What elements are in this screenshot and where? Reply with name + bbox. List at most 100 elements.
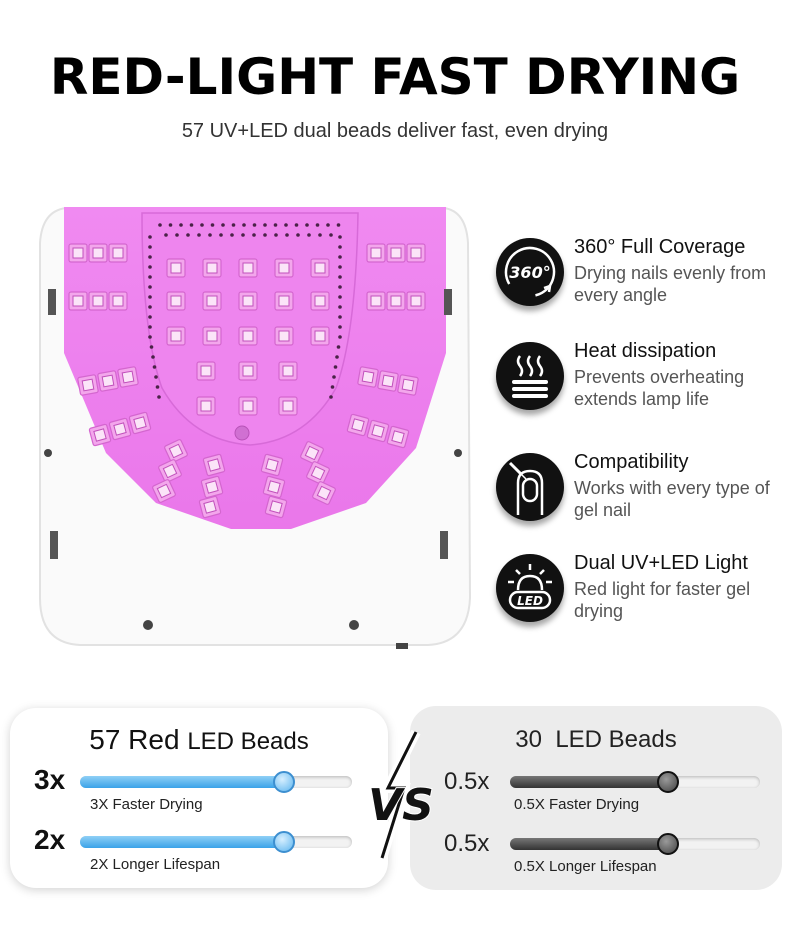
led-light-icon: LED	[496, 554, 564, 622]
led-bead	[158, 459, 182, 483]
led-bead	[152, 479, 176, 503]
vent-dot	[332, 375, 336, 379]
led-label: LED	[517, 594, 543, 608]
vent-dot	[148, 325, 152, 329]
led-bead	[310, 258, 330, 278]
card-title-small: LED Beads	[187, 728, 309, 755]
vent-dot	[149, 345, 154, 349]
vent-dot	[284, 223, 288, 227]
vent-dot	[338, 295, 342, 299]
progress-bar-drying	[510, 771, 760, 793]
vent-dot	[296, 233, 300, 237]
vent-dot	[336, 345, 341, 349]
led-bead	[202, 326, 222, 346]
led-bead	[310, 326, 330, 346]
led-bead	[128, 411, 152, 435]
vent-dot	[252, 223, 257, 227]
led-bead	[260, 453, 284, 477]
vent-dot	[241, 233, 245, 237]
nail-compatibility-icon	[496, 453, 564, 521]
led-bead	[202, 453, 226, 477]
feature-desc: Works with every type of gel nail	[574, 478, 770, 520]
led-bead	[202, 291, 222, 311]
vent-dot	[338, 245, 342, 249]
vent-dot	[221, 223, 225, 227]
led-bead	[166, 291, 186, 311]
led-bead	[346, 413, 370, 437]
led-bead	[306, 461, 330, 485]
multiplier: 2x	[34, 824, 66, 855]
vent-dot	[338, 335, 342, 339]
card-title: 57 Red LED Beads	[10, 724, 388, 756]
led-bead	[68, 243, 88, 263]
vent-dot	[179, 223, 183, 227]
led-bead	[166, 258, 186, 278]
led-bead	[312, 481, 336, 505]
led-bead	[406, 243, 426, 263]
vent-dot	[148, 315, 152, 319]
vent-dot	[148, 305, 152, 309]
heat-dissipation-icon	[496, 342, 564, 410]
led-bead	[310, 291, 330, 311]
vent-dot	[305, 223, 309, 227]
vent-dot	[164, 233, 168, 237]
card-title-big: 57 Red	[89, 724, 180, 755]
vent-dot	[252, 233, 256, 237]
led-bead	[238, 361, 258, 381]
led-bead	[77, 374, 99, 396]
feature-desc: Prevents overheating extends lamp life	[574, 367, 745, 409]
vent-dot	[158, 223, 162, 227]
vent-dot	[263, 223, 267, 227]
progress-bar-lifespan	[80, 831, 352, 853]
vent-dot	[151, 355, 155, 359]
led-bead	[202, 258, 222, 278]
led-bead	[386, 425, 410, 449]
vent-dot	[157, 395, 161, 399]
vent-dot	[338, 275, 342, 279]
vent-dot	[329, 233, 333, 237]
360-coverage-icon: 360°	[496, 238, 564, 306]
feature-title: 360° Full Coverage	[574, 236, 746, 258]
vent-dot	[242, 223, 246, 227]
led-bead	[108, 291, 128, 311]
vent-dot	[318, 233, 322, 237]
vent-dot	[155, 385, 160, 389]
progress-fill	[510, 776, 668, 788]
vent-dot	[148, 295, 152, 299]
led-bead	[406, 291, 426, 311]
led-bead	[278, 396, 298, 416]
led-bead	[274, 258, 294, 278]
vent-dot	[338, 255, 342, 259]
led-bead	[200, 475, 224, 499]
vent-dot	[200, 223, 204, 227]
led-bead	[108, 243, 128, 263]
bar-label: 3X Faster Drying	[90, 796, 203, 813]
vent-dot	[231, 223, 236, 227]
led-bead	[262, 475, 286, 499]
vent-dot	[154, 375, 158, 379]
vent-dot	[263, 233, 267, 237]
led-bead	[357, 366, 379, 388]
vent-dots	[148, 223, 342, 399]
feature-title: Heat dissipation	[574, 340, 717, 362]
nail-lamp-image	[36, 203, 472, 649]
led-bead	[397, 374, 419, 396]
vent-dot	[230, 233, 234, 237]
vent-dot	[336, 223, 341, 227]
led-bead	[108, 417, 132, 441]
vent-dot	[208, 233, 212, 237]
vs-badge: VS	[358, 729, 444, 860]
multiplier: 3x	[34, 764, 66, 795]
progress-bar-lifespan	[510, 833, 760, 855]
vent-dot	[329, 395, 333, 399]
nail-lamp-illustration	[39, 207, 472, 649]
led-bead	[300, 441, 324, 465]
led-bead	[88, 423, 112, 447]
multiplier: 0.5x	[444, 768, 490, 795]
bar-label: 0.5X Faster Drying	[514, 796, 640, 813]
feature-title: Compatibility	[574, 451, 689, 473]
bar-label: 0.5X Longer Lifespan	[514, 858, 657, 875]
led-bead	[366, 419, 390, 443]
vent-dot	[338, 315, 342, 319]
led-bead	[117, 366, 139, 388]
